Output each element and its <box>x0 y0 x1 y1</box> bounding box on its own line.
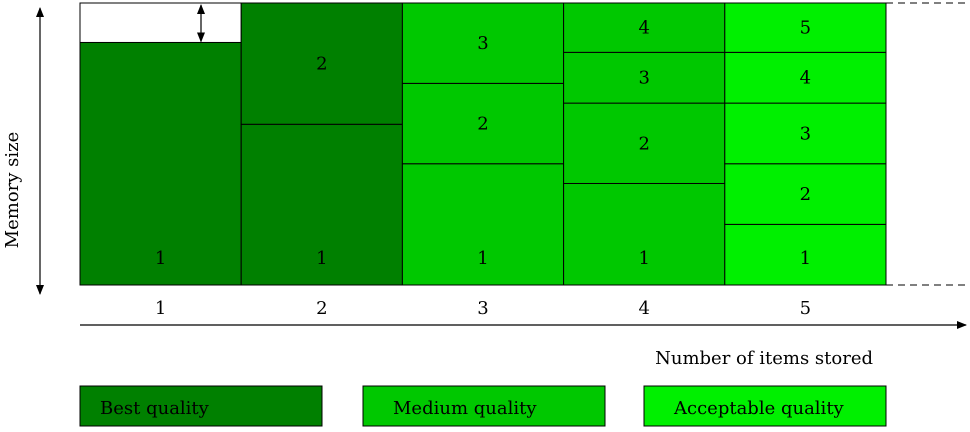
memory-block-col2-item2 <box>240 2 403 125</box>
block-label: 1 <box>155 248 166 269</box>
x-tick-labels: 1 2 3 4 5 <box>155 298 811 319</box>
quality-legend: Best quality Medium quality Acceptable qua… <box>79 385 887 427</box>
block-label: 2 <box>638 133 649 154</box>
unused-memory-block <box>79 2 242 43</box>
legend-label-acceptable: Acceptable quality <box>673 398 845 419</box>
memory-block-col5-item2 <box>724 163 887 225</box>
memory-block-col3-item3 <box>401 2 565 84</box>
memory-block-col5-item1 <box>724 223 887 286</box>
block-label: 1 <box>316 248 327 269</box>
legend-swatch-acceptable <box>643 385 887 427</box>
memory-block-col1-item1 <box>79 41 242 286</box>
block-label: 1 <box>800 248 811 269</box>
memory-columns: 1 1 2 1 2 3 1 2 3 4 1 2 3 4 5 <box>79 2 887 286</box>
x-tick-label: 5 <box>800 298 811 319</box>
block-label: 2 <box>316 54 327 75</box>
memory-block-col5-item3 <box>724 102 887 165</box>
memory-block-col4-item4 <box>563 2 726 53</box>
legend-swatch-medium <box>362 385 606 427</box>
memory-block-col2-item1 <box>240 123 403 286</box>
memory-block-col5-item4 <box>724 51 887 104</box>
block-label: 5 <box>800 18 811 39</box>
memory-block-col5-item5 <box>724 2 887 53</box>
x-tick-label: 4 <box>638 298 649 319</box>
block-label: 4 <box>800 68 811 89</box>
block-label: 3 <box>800 123 811 144</box>
legend-label-best: Best quality <box>100 398 210 419</box>
memory-size-label: Memory size <box>2 132 23 249</box>
memory-block-col4-item1 <box>563 182 726 286</box>
memory-block-col4-item3 <box>563 51 726 104</box>
block-label: 2 <box>477 114 488 135</box>
block-label: 3 <box>477 33 488 54</box>
block-label: 4 <box>638 18 649 39</box>
items-stored-label: Number of items stored <box>655 348 873 369</box>
block-label: 3 <box>638 68 649 89</box>
legend-swatch-best <box>79 385 323 427</box>
x-tick-label: 1 <box>155 298 166 319</box>
legend-label-medium: Medium quality <box>393 398 537 419</box>
x-tick-label: 3 <box>477 298 488 319</box>
x-tick-label: 2 <box>316 298 327 319</box>
block-label: 1 <box>477 248 488 269</box>
block-label: 2 <box>800 184 811 205</box>
block-label: 1 <box>638 248 649 269</box>
